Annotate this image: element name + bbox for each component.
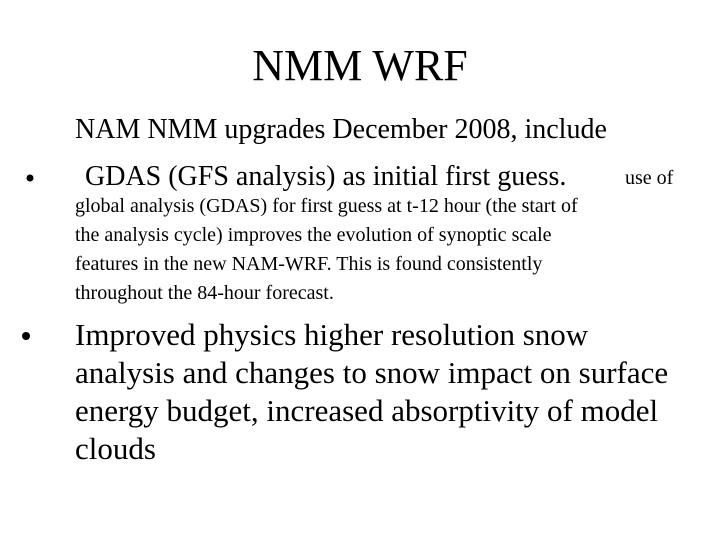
bullet-line: analysis and changes to snow impact on s… xyxy=(75,355,669,390)
bullet-line: Improved physics higher resolution snow xyxy=(75,317,589,352)
bullet xyxy=(26,174,34,182)
bullet xyxy=(22,332,30,340)
bullet-line: clouds xyxy=(75,431,156,466)
bullet-line: GDAS (GFS analysis) as initial first gue… xyxy=(85,161,567,192)
detail-line: features in the new NAM-WRF. This is fou… xyxy=(75,253,543,275)
detail-line: global analysis (GDAS) for first guess a… xyxy=(75,195,578,217)
detail-line: throughout the 84-hour forecast. xyxy=(75,282,334,304)
bullet-line: NAM NMM upgrades December 2008, include xyxy=(75,114,607,145)
slide-title: NMM WRF xyxy=(252,41,468,90)
bullet-line: energy budget, increased absorptivity of… xyxy=(75,393,659,428)
detail-line: the analysis cycle) improves the evoluti… xyxy=(75,224,552,246)
detail-line: use of xyxy=(625,167,674,189)
